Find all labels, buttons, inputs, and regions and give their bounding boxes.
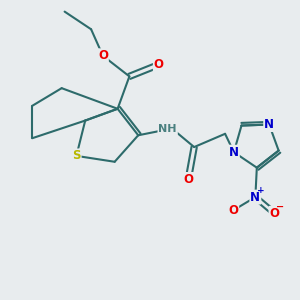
Text: NH: NH bbox=[158, 124, 177, 134]
Text: +: + bbox=[257, 186, 265, 195]
Text: O: O bbox=[183, 173, 193, 186]
Text: O: O bbox=[269, 207, 280, 220]
Text: S: S bbox=[72, 149, 81, 162]
Text: O: O bbox=[228, 204, 238, 217]
Text: O: O bbox=[154, 58, 164, 71]
Text: N: N bbox=[229, 146, 239, 159]
Text: N: N bbox=[264, 118, 274, 131]
Text: N: N bbox=[250, 190, 260, 204]
Text: O: O bbox=[98, 49, 108, 62]
Text: −: − bbox=[276, 202, 284, 212]
